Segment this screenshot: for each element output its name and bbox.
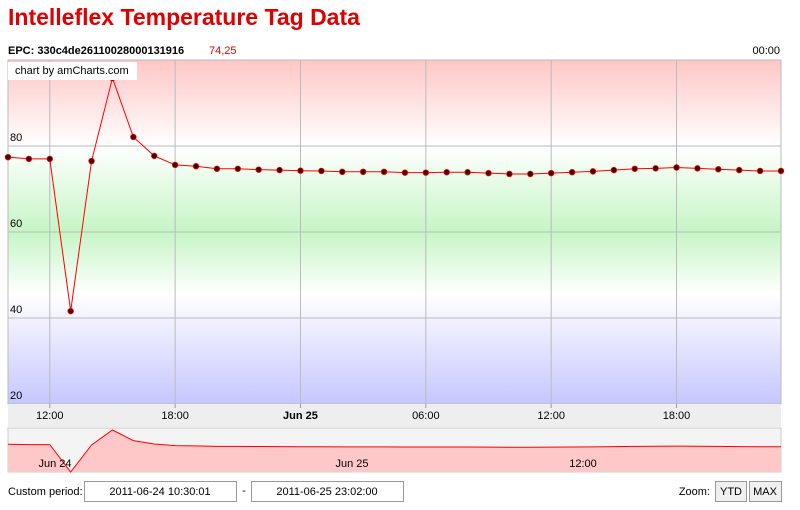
point (339, 168, 346, 175)
point (694, 165, 701, 172)
point (88, 157, 95, 165)
point (359, 168, 367, 175)
point (46, 155, 53, 163)
zoom-button-label: MAX (753, 486, 778, 498)
scrollbar-label: Jun 24 (38, 458, 71, 470)
point (25, 155, 33, 163)
zoom-button-label: YTD (720, 486, 742, 498)
point (255, 166, 262, 173)
zoom-label: Zoom: (679, 486, 710, 498)
point (192, 163, 200, 170)
point (234, 165, 242, 172)
point (715, 166, 722, 173)
x-tick-label: Jun 25 (283, 410, 318, 422)
point (777, 167, 785, 175)
epc: EPC: 330c4de26110028000131916 (8, 45, 184, 57)
from-input[interactable] (84, 481, 237, 502)
zoom-button[interactable] (715, 481, 747, 502)
point (736, 166, 743, 174)
x-tick-label: 18:00 (663, 410, 691, 422)
point (443, 169, 450, 176)
to-input[interactable] (251, 481, 404, 502)
point (652, 165, 659, 172)
point (297, 167, 304, 174)
x-tick-label: 12:00 (537, 410, 565, 422)
point (547, 169, 555, 177)
y-tick-label: 80 (10, 132, 22, 144)
point (610, 166, 618, 174)
point (380, 168, 388, 175)
point (464, 169, 471, 176)
title: Intelleflex Temperature Tag Data (8, 4, 360, 30)
point (673, 164, 680, 171)
point (171, 161, 179, 169)
y-tick-label: 20 (10, 390, 22, 402)
from-value: 2011-06-24 10:30:01 (109, 486, 210, 498)
x-tick-label: 12:00 (36, 410, 64, 422)
period-label: Custom period: (8, 486, 83, 498)
point (318, 167, 325, 175)
point (756, 167, 764, 175)
y-tick-label: 40 (10, 304, 22, 316)
point (568, 169, 576, 176)
x-axis-band (8, 404, 781, 427)
point (589, 168, 597, 175)
y-tick-label: 60 (10, 218, 22, 230)
credit: chart by amCharts.com (15, 65, 129, 77)
point (130, 133, 137, 141)
x-tick-label: 06:00 (412, 410, 440, 422)
point (4, 153, 12, 161)
point (151, 152, 158, 160)
point (527, 170, 534, 178)
point (422, 169, 430, 176)
point (485, 169, 492, 177)
scrollbar-line (7, 429, 781, 473)
point (506, 170, 513, 178)
point (631, 165, 638, 172)
line (7, 76, 781, 312)
to-value: 2011-06-25 23:02:00 (276, 486, 377, 498)
point (67, 307, 74, 315)
separator: - (242, 485, 246, 497)
scrollbar-area (8, 430, 781, 472)
cursor-value: 74,25 (209, 45, 237, 57)
point (213, 165, 221, 172)
credit-box (8, 62, 137, 80)
x-tick-label: 18:00 (161, 410, 189, 422)
point (276, 166, 283, 174)
point (401, 169, 409, 176)
scrollbar-label: 12:00 (569, 458, 597, 470)
cursor-time: 00:00 (752, 45, 780, 57)
zoom-button[interactable] (749, 481, 782, 502)
scrollbar-label: Jun 25 (335, 458, 368, 470)
